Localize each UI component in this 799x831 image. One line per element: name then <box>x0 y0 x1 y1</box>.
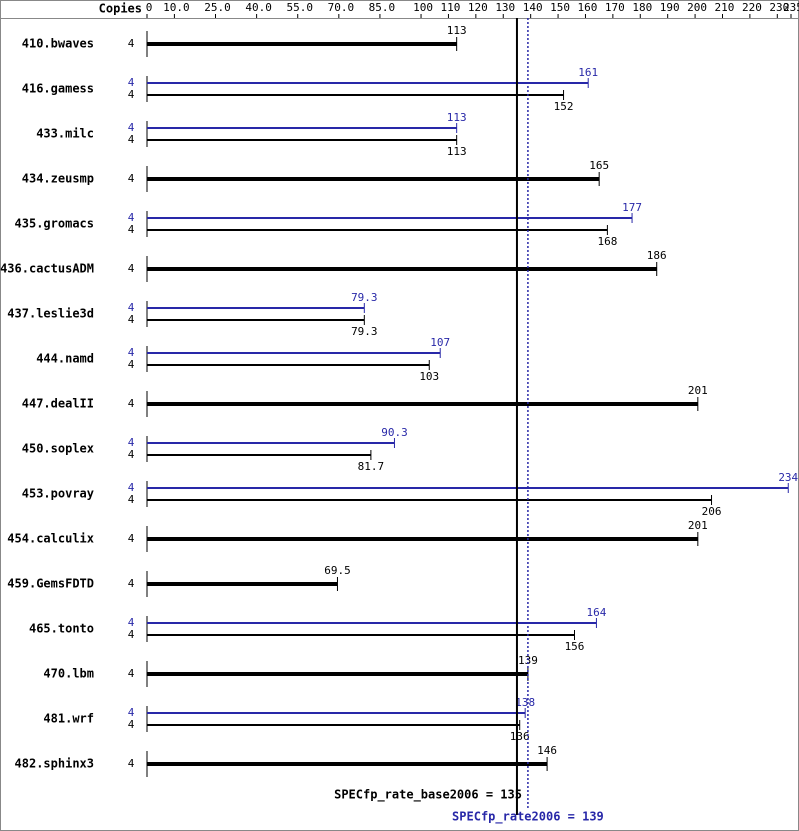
x-tick-label: 210 <box>715 1 735 14</box>
copies-label: 4 <box>128 436 135 449</box>
value-label: 165 <box>589 159 609 172</box>
category-label: 481.wrf <box>43 712 94 726</box>
copies-label: 4 <box>128 37 135 50</box>
category-label: 470.lbm <box>43 667 94 681</box>
copies-label: 4 <box>128 718 135 731</box>
copies-header: Copies <box>99 2 142 16</box>
copies-label: 4 <box>128 532 135 545</box>
x-tick-label: 25.0 <box>204 1 231 14</box>
copies-label: 4 <box>128 616 135 629</box>
copies-label: 4 <box>128 493 135 506</box>
copies-label: 4 <box>128 577 135 590</box>
value-label: 206 <box>702 505 722 518</box>
value-label: 161 <box>578 66 598 79</box>
category-label: 459.GemsFDTD <box>7 577 94 591</box>
value-label: 201 <box>688 519 708 532</box>
value-label: 90.3 <box>381 426 408 439</box>
copies-label: 4 <box>128 346 135 359</box>
copies-label: 4 <box>128 481 135 494</box>
category-label: 465.tonto <box>29 622 94 636</box>
x-tick-label: 140 <box>523 1 543 14</box>
x-tick-label: 55.0 <box>286 1 313 14</box>
value-label: 107 <box>430 336 450 349</box>
category-label: 454.calculix <box>7 532 94 546</box>
category-label: 437.leslie3d <box>7 307 94 321</box>
value-label: 113 <box>447 111 467 124</box>
copies-label: 4 <box>128 88 135 101</box>
category-label: 447.dealII <box>22 397 94 411</box>
value-label: 79.3 <box>351 325 378 338</box>
x-tick-label: 170 <box>605 1 625 14</box>
copies-label: 4 <box>128 262 135 275</box>
x-tick-label: 10.0 <box>163 1 190 14</box>
value-label: 146 <box>537 744 557 757</box>
copies-label: 4 <box>128 757 135 770</box>
copies-label: 4 <box>128 628 135 641</box>
category-label: 444.namd <box>36 352 94 366</box>
x-tick-label: 0 <box>146 1 153 14</box>
copies-label: 4 <box>128 313 135 326</box>
x-tick-label: 70.0 <box>328 1 355 14</box>
copies-label: 4 <box>128 667 135 680</box>
category-label: 410.bwaves <box>22 37 94 51</box>
copies-label: 4 <box>128 397 135 410</box>
copies-label: 4 <box>128 211 135 224</box>
x-tick-label: 110 <box>441 1 461 14</box>
copies-label: 4 <box>128 358 135 371</box>
copies-label: 4 <box>128 301 135 314</box>
x-tick-label: 85.0 <box>369 1 396 14</box>
value-label: 81.7 <box>358 460 385 473</box>
x-tick-label: 160 <box>578 1 598 14</box>
x-tick-label: 200 <box>687 1 707 14</box>
value-label: 168 <box>597 235 617 248</box>
value-label: 201 <box>688 384 708 397</box>
value-label: 186 <box>647 249 667 262</box>
value-label: 152 <box>554 100 574 113</box>
copies-label: 4 <box>128 448 135 461</box>
category-label: 435.gromacs <box>15 217 94 231</box>
value-label: 103 <box>419 370 439 383</box>
value-label: 177 <box>622 201 642 214</box>
copies-label: 4 <box>128 133 135 146</box>
value-label: 164 <box>586 606 606 619</box>
value-label: 79.3 <box>351 291 378 304</box>
x-tick-label: 230 <box>769 1 789 14</box>
category-label: 416.gamess <box>22 82 94 96</box>
x-tick-label: 190 <box>660 1 680 14</box>
x-tick-label: 40.0 <box>245 1 272 14</box>
value-label: 136 <box>510 730 530 743</box>
x-tick-label: 235 <box>783 1 799 14</box>
value-label: 156 <box>565 640 585 653</box>
value-label: 234 <box>778 471 798 484</box>
copies-label: 4 <box>128 76 135 89</box>
x-tick-label: 130 <box>495 1 515 14</box>
category-label: 433.milc <box>36 127 94 141</box>
x-tick-label: 220 <box>742 1 762 14</box>
copies-label: 4 <box>128 172 135 185</box>
reference-label: SPECfp_rate2006 = 139 <box>452 810 604 825</box>
copies-label: 4 <box>128 121 135 134</box>
category-label: 434.zeusmp <box>22 172 94 186</box>
category-label: 436.cactusADM <box>0 262 94 276</box>
reference-label: SPECfp_rate_base2006 = 135 <box>334 788 522 803</box>
copies-label: 4 <box>128 223 135 236</box>
value-label: 113 <box>447 145 467 158</box>
x-tick-label: 100 <box>413 1 433 14</box>
value-label: 139 <box>518 654 538 667</box>
copies-label: 4 <box>128 706 135 719</box>
x-tick-label: 120 <box>468 1 488 14</box>
x-tick-label: 180 <box>632 1 652 14</box>
value-label: 138 <box>515 696 535 709</box>
value-label: 113 <box>447 24 467 37</box>
category-label: 482.sphinx3 <box>15 757 94 771</box>
value-label: 69.5 <box>324 564 351 577</box>
x-tick-label: 150 <box>550 1 570 14</box>
category-label: 453.povray <box>22 487 94 501</box>
category-label: 450.soplex <box>22 442 94 456</box>
